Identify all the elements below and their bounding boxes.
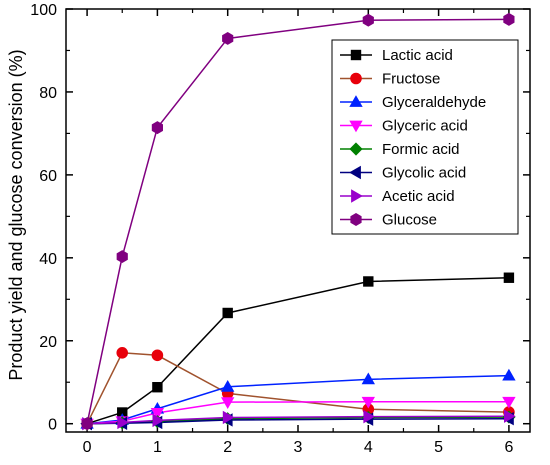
legend-label: Glucose [382, 212, 437, 229]
data-point [361, 396, 375, 409]
legend-label: Glycolic acid [382, 165, 466, 182]
data-point [222, 410, 235, 425]
legend-marker [349, 165, 361, 180]
legend-label: Acetic acid [382, 188, 455, 205]
legend: Lactic acid Fructose Glyceraldehyde Glyceri… [331, 39, 519, 235]
legend-marker [349, 120, 363, 133]
x-tick-label: 4 [364, 439, 373, 456]
data-point [363, 276, 374, 287]
y-tick-label: 80 [39, 85, 57, 102]
data-point [117, 415, 130, 430]
legend-label: Lactic acid [382, 47, 453, 64]
y-axis-label: Product yield and glucose conversion (%) [6, 49, 26, 380]
series-line-1 [86, 352, 509, 425]
x-tick-label: 3 [294, 439, 303, 456]
data-point [152, 413, 165, 428]
data-point [504, 409, 516, 423]
legend-marker [349, 142, 363, 156]
x-tick-label: 0 [83, 439, 92, 456]
data-point [152, 382, 163, 393]
y-tick-label: 0 [48, 417, 57, 434]
data-point [503, 12, 515, 26]
series-line-0 [86, 276, 509, 425]
series-markers [80, 12, 516, 431]
data-point [81, 417, 93, 431]
legend-label: Fructose [382, 71, 440, 88]
data-point [502, 396, 516, 409]
data-point [116, 346, 129, 359]
y-tick-label: 40 [39, 251, 57, 268]
legend-marker [349, 95, 363, 107]
y-tick-label: 100 [30, 2, 57, 19]
legend-box [331, 39, 519, 235]
x-tick-label: 5 [434, 439, 443, 456]
legend-label: Glyceraldehyde [382, 94, 486, 111]
y-tick-label: 20 [39, 334, 57, 351]
legend-marker [350, 49, 362, 61]
legend-label: Glyceric acid [382, 118, 468, 135]
data-point [221, 379, 235, 392]
x-tick-label: 6 [504, 439, 513, 456]
data-point [151, 121, 163, 135]
legend-label: Formic acid [382, 141, 460, 158]
series-line-7 [86, 18, 509, 424]
data-point [363, 409, 376, 424]
x-tick-label: 1 [153, 439, 162, 456]
series-line-2 [87, 374, 509, 425]
data-point [502, 368, 516, 381]
data-point [116, 250, 128, 264]
data-point [361, 372, 375, 385]
data-point [221, 397, 235, 409]
legend-marker [351, 189, 363, 203]
data-point [150, 408, 165, 420]
x-tick-label: 2 [223, 439, 232, 456]
data-point [222, 31, 234, 45]
data-point [151, 349, 164, 362]
data-point [503, 272, 515, 283]
data-point [222, 307, 233, 319]
series-line-3 [87, 400, 509, 425]
y-tick-label: 60 [39, 168, 57, 185]
legend-marker [350, 72, 362, 85]
data-point [362, 13, 374, 27]
legend-marker [350, 213, 362, 226]
